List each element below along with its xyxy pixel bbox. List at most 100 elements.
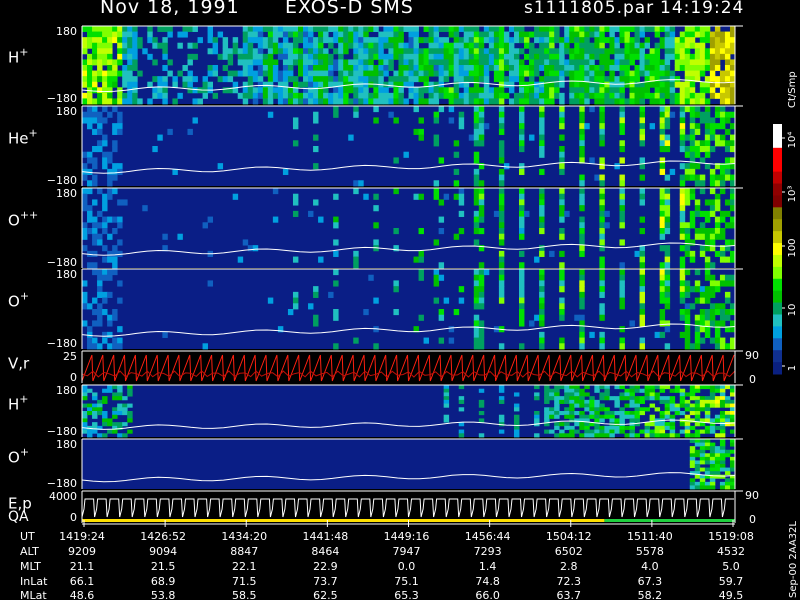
spectrogram-cell <box>343 87 349 94</box>
spectrogram-cell <box>393 53 399 60</box>
spectrogram-cell <box>373 48 379 55</box>
species-label: O++ <box>8 209 38 230</box>
spectrogram-cell <box>679 222 686 229</box>
spectrogram-cell <box>584 429 590 434</box>
spectrogram-cell <box>689 59 696 66</box>
spectrogram-cell <box>473 303 480 310</box>
footer-cell: 58.5 <box>232 589 257 600</box>
spectrogram-cell <box>483 98 490 105</box>
spectrogram-cell <box>559 385 565 390</box>
spectrogram-cell <box>242 31 249 38</box>
spectrogram-cell <box>112 81 118 88</box>
spectrogram-cell <box>729 239 736 246</box>
spectrogram-cell <box>659 188 666 195</box>
spectrogram-cell <box>614 163 620 170</box>
spectrogram-cell <box>714 123 721 130</box>
species-label-superscript: + <box>20 446 29 459</box>
spectrogram-cell <box>348 59 354 66</box>
spectrogram-cell <box>82 303 88 310</box>
spectrogram-cell <box>714 471 721 476</box>
spectrogram-cell <box>353 37 359 44</box>
spectrogram-cell <box>202 222 208 229</box>
spectrogram-cell <box>308 70 314 77</box>
spectrogram-cell <box>112 392 118 397</box>
spectrogram-cell <box>388 42 394 49</box>
spectrogram-cell <box>142 48 148 55</box>
spectrogram-cell <box>368 48 374 55</box>
spectrogram-cell <box>704 111 711 118</box>
spectrogram-cell <box>257 65 264 71</box>
spectrogram-cell <box>122 48 128 55</box>
spectrogram-cell <box>338 81 344 88</box>
spectrogram-cell <box>679 256 686 263</box>
spectrogram-cell <box>644 407 651 412</box>
spectrogram-cell <box>247 81 254 88</box>
spectrogram-cell <box>478 269 485 276</box>
spectrogram-cell <box>639 250 645 257</box>
species-label: E,p <box>8 495 32 513</box>
spectrogram-cell <box>498 174 505 181</box>
spectrogram-cell <box>498 128 505 135</box>
spectrogram-cell <box>107 331 113 338</box>
spectrogram-cell <box>604 425 610 430</box>
spectrogram-cell <box>433 111 440 118</box>
spectrogram-cell <box>709 87 716 94</box>
spectrogram-cell <box>694 128 701 135</box>
spectrogram-cell <box>498 53 505 60</box>
spectrogram-cell <box>267 76 274 83</box>
spectrogram-cell <box>498 228 505 235</box>
spectrogram-cell <box>654 81 661 88</box>
spectrogram-cell <box>277 81 284 88</box>
spectrogram-cell <box>719 474 726 479</box>
spectrogram-cell <box>87 70 93 77</box>
spectrogram-cell <box>102 31 108 38</box>
spectrogram-cell <box>689 210 696 217</box>
spectrogram-cell <box>659 37 666 44</box>
spectrogram-cell <box>579 87 585 94</box>
spectrogram-cell <box>694 403 701 408</box>
spectrogram-cell <box>92 111 98 118</box>
spectrogram-cell <box>107 81 113 88</box>
spectrogram-cell <box>539 280 545 287</box>
spectrogram-cell <box>162 42 168 49</box>
spectrogram-cell <box>674 53 681 60</box>
spectrogram-cell <box>644 388 651 393</box>
spectrogram-cell <box>539 134 545 141</box>
spectrogram-cell <box>207 280 213 287</box>
spectrogram-cell <box>694 65 701 71</box>
spectrogram-cell <box>689 37 696 44</box>
spectrogram-cell <box>132 31 138 38</box>
spectrogram-cell <box>619 385 625 390</box>
spectrogram-cell <box>383 65 389 71</box>
spectrogram-cell <box>87 123 93 130</box>
spectrogram-cell <box>272 26 279 32</box>
spectrogram-cell <box>669 433 676 438</box>
spectrogram-cell <box>709 81 716 88</box>
spectrogram-cell <box>257 59 264 66</box>
spectrogram-cell <box>579 199 585 206</box>
spectrogram-cell <box>297 31 304 38</box>
footer-table: UTALTMLTInLatMLat1419:24920921.166.148.6… <box>20 521 799 600</box>
spectrogram-cell <box>719 48 726 55</box>
spectrogram-cell <box>257 81 264 88</box>
spectrogram-cell <box>539 76 545 83</box>
spectrogram-cell <box>604 388 610 393</box>
spectrogram-cell <box>473 168 480 175</box>
spectrogram-cell <box>97 128 103 135</box>
spectrogram-cell <box>468 134 475 141</box>
spectrogram-cell <box>669 403 676 408</box>
spectrogram-cell <box>443 403 450 408</box>
spectrogram-cell <box>519 134 525 141</box>
spectrogram-cell <box>559 106 565 113</box>
spectrogram-cell <box>629 385 635 390</box>
spectrogram-cell <box>584 418 590 423</box>
spectrogram-cell <box>483 70 490 77</box>
spectrogram-cell <box>629 320 635 327</box>
spectrogram-cell <box>252 59 259 66</box>
spectrogram-cell <box>539 210 545 217</box>
spectrogram-cell <box>292 123 299 130</box>
spectrogram-cell <box>97 274 103 281</box>
spectrogram-cell <box>338 92 344 99</box>
spectrogram-cell <box>704 481 711 486</box>
